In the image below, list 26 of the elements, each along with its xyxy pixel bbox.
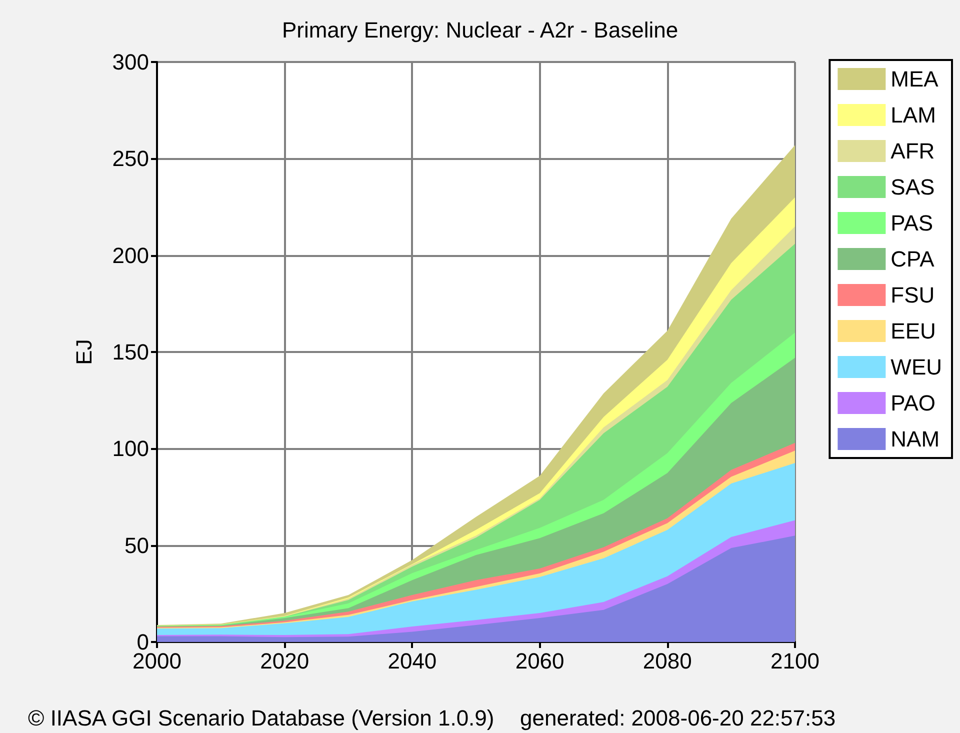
y-tick-label: 150 <box>112 340 149 364</box>
text: generated: 2008-06-20 22:57:53 <box>520 706 836 730</box>
legend-label: PAS <box>890 210 934 236</box>
y-axis-title: EJ <box>72 339 96 365</box>
text: © IIASA GGI Scenario Database (Version 1.0.9) <box>28 706 494 730</box>
x-tick-label: 2100 <box>770 648 820 674</box>
legend-label: NAM <box>890 426 940 452</box>
x-tick-label: 2060 <box>515 648 564 674</box>
legend-label: LAM <box>890 102 936 128</box>
x-tick-label: 2080 <box>642 648 692 674</box>
legend-label: EEU <box>890 318 936 344</box>
legend-label: FSU <box>890 282 935 308</box>
x-tick-label: 2040 <box>388 648 437 674</box>
y-tick-label: 200 <box>112 242 149 268</box>
legend-label: WEU <box>890 354 942 380</box>
legend-label: MEA <box>890 66 939 92</box>
x-tick-label: 2020 <box>260 648 310 674</box>
legend-label: SAS <box>890 174 935 200</box>
y-tick-label: 250 <box>112 146 149 172</box>
legend-label: CPA <box>890 246 935 272</box>
chart-title: Primary Energy: Nuclear - A2r - Baseline <box>282 18 678 42</box>
y-tick-label: 300 <box>112 50 149 74</box>
legend-label: PAO <box>890 390 936 416</box>
y-tick-label: 50 <box>124 532 149 558</box>
legend-label: AFR <box>890 138 935 164</box>
y-tick-label: 100 <box>112 436 149 462</box>
